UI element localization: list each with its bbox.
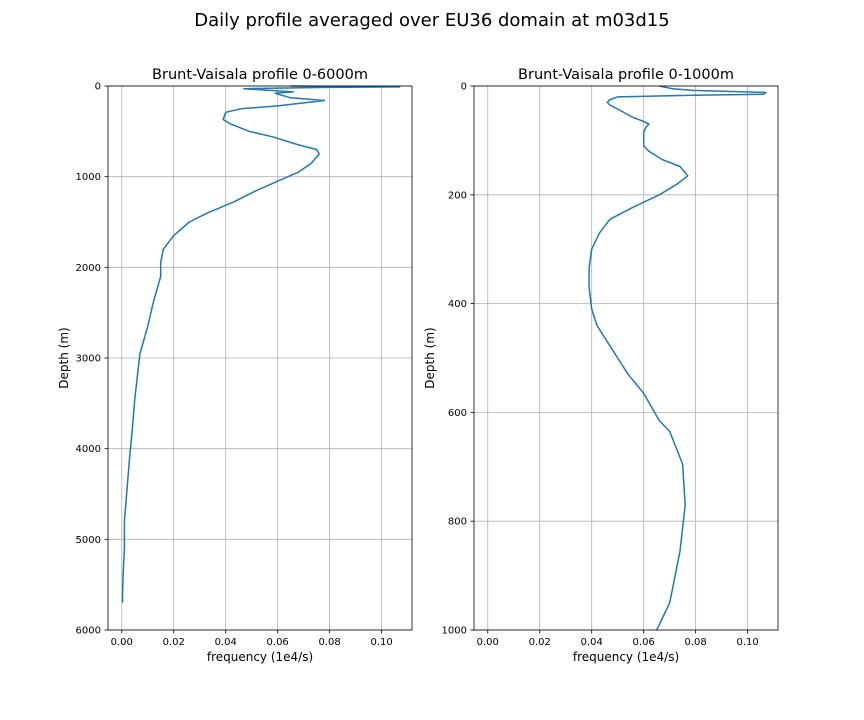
plot2-y-tick-label: 600 — [448, 408, 467, 419]
plot2-title: Brunt-Vaisala profile 0-1000m — [518, 67, 734, 83]
plot2-x-tick-label: 0.02 — [529, 637, 551, 648]
plot1-y-tick-label: 0 — [95, 82, 101, 93]
plot2-axes-frame — [473, 85, 779, 631]
plot2-x-tick-label: 0.10 — [736, 637, 758, 648]
plot2-x-tick-label: 0.08 — [685, 637, 707, 648]
plot2-y-tick-label: 400 — [448, 299, 467, 310]
plot2-series-line — [588, 85, 767, 631]
figure-suptitle: Daily profile averaged over EU36 domain … — [194, 10, 670, 31]
plot1-x-axis-label: frequency (1e4/s) — [207, 650, 313, 664]
plot2-y-tick-label: 800 — [448, 517, 467, 528]
plot2-x-tick-label: 0.00 — [477, 637, 499, 648]
plot1-x-tick-label: 0.08 — [319, 637, 341, 648]
plot1-x-tick-label: 0.04 — [215, 637, 237, 648]
plot2-y-tick-label: 0 — [461, 82, 467, 93]
plot2-x-tick-label: 0.06 — [633, 637, 655, 648]
plot1-y-tick-label: 6000 — [76, 626, 101, 637]
plot1-x-tick-label: 0.02 — [163, 637, 185, 648]
plot2-y-axis-label: Depth (m) — [423, 327, 437, 388]
plot2-x-axis-label: frequency (1e4/s) — [573, 650, 679, 664]
plot1-series-line — [121, 85, 401, 603]
plot1-x-tick-label: 0.06 — [267, 637, 289, 648]
plot1-y-tick-label: 1000 — [76, 172, 101, 183]
plot2-y-tick-label: 200 — [448, 190, 467, 201]
plot1-x-tick-label: 0.00 — [111, 637, 133, 648]
plot1-y-axis-label: Depth (m) — [57, 327, 71, 388]
plot1-title: Brunt-Vaisala profile 0-6000m — [152, 67, 368, 83]
plot1-x-tick-label: 0.10 — [370, 637, 392, 648]
plot1-y-tick-label: 3000 — [76, 354, 101, 365]
plot1-y-tick-label: 4000 — [76, 444, 101, 455]
plot1-y-tick-label: 2000 — [76, 263, 101, 274]
plot2-y-tick-label: 1000 — [442, 626, 467, 637]
plot1-y-tick-label: 5000 — [76, 535, 101, 546]
plot2-x-tick-label: 0.04 — [581, 637, 603, 648]
